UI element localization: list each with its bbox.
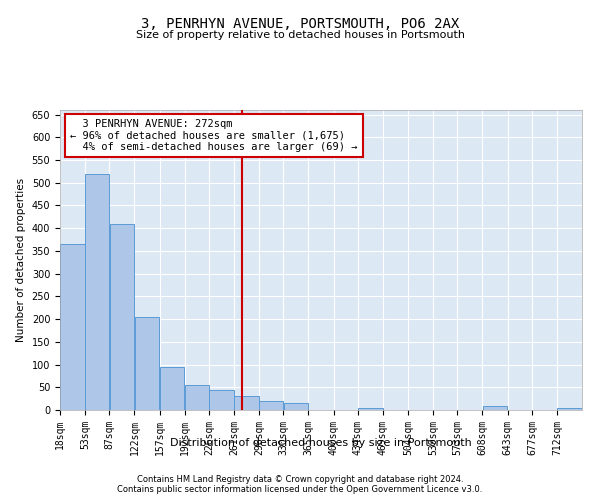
- Bar: [557, 408, 582, 410]
- Bar: [185, 385, 209, 410]
- Bar: [134, 317, 160, 410]
- Bar: [358, 408, 383, 410]
- Bar: [60, 244, 85, 410]
- Text: Contains HM Land Registry data © Crown copyright and database right 2024.: Contains HM Land Registry data © Crown c…: [137, 474, 463, 484]
- Text: Size of property relative to detached houses in Portsmouth: Size of property relative to detached ho…: [136, 30, 464, 40]
- Bar: [284, 403, 308, 410]
- Bar: [160, 367, 184, 410]
- Bar: [234, 396, 259, 410]
- Text: Contains public sector information licensed under the Open Government Licence v3: Contains public sector information licen…: [118, 484, 482, 494]
- Bar: [110, 224, 134, 410]
- Bar: [482, 406, 508, 410]
- Bar: [85, 174, 109, 410]
- Text: Distribution of detached houses by size in Portsmouth: Distribution of detached houses by size …: [170, 438, 472, 448]
- Bar: [259, 401, 283, 410]
- Y-axis label: Number of detached properties: Number of detached properties: [16, 178, 26, 342]
- Text: 3 PENRHYN AVENUE: 272sqm  
← 96% of detached houses are smaller (1,675)
  4% of : 3 PENRHYN AVENUE: 272sqm ← 96% of detach…: [70, 119, 358, 152]
- Text: 3, PENRHYN AVENUE, PORTSMOUTH, PO6 2AX: 3, PENRHYN AVENUE, PORTSMOUTH, PO6 2AX: [141, 18, 459, 32]
- Bar: [209, 390, 234, 410]
